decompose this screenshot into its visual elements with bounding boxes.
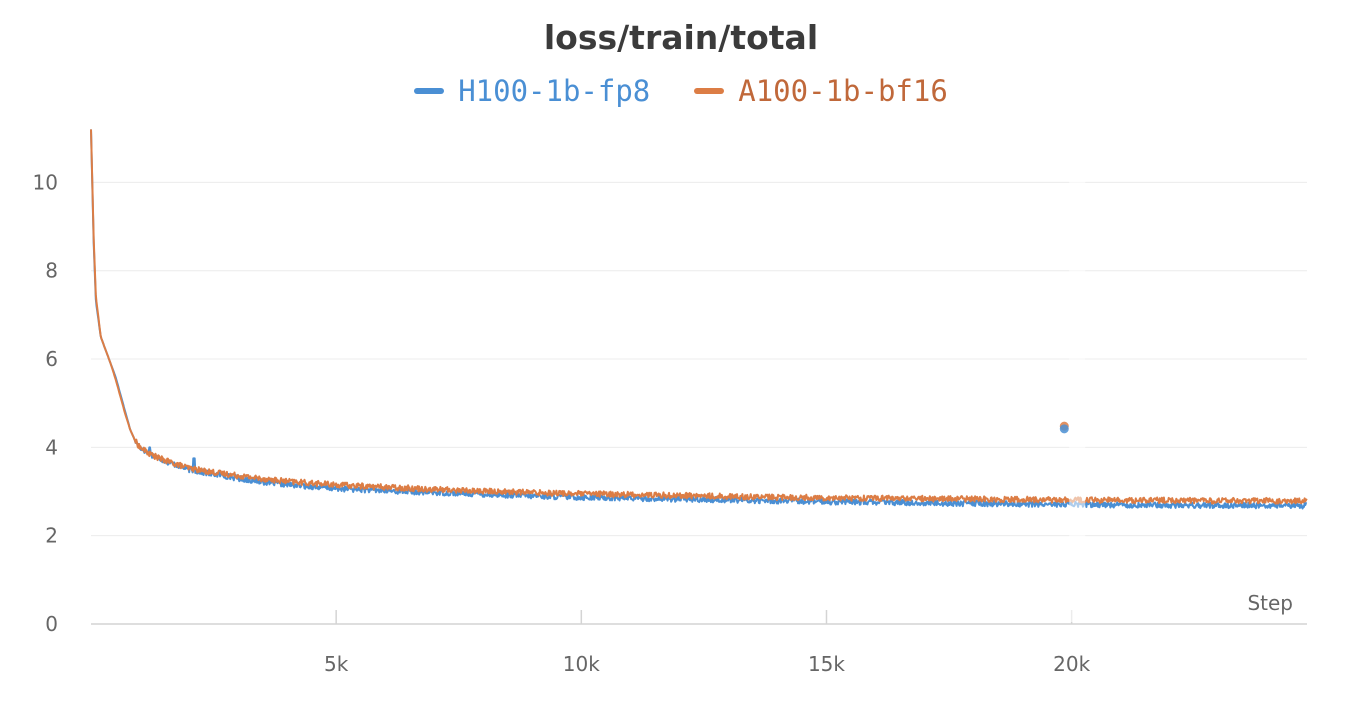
y-tick-label-8: 8 [45,259,58,283]
outlier-points [1059,421,1069,434]
x-tick-label-20000: 20k [1053,652,1090,676]
series-layer [90,125,1308,622]
x-axis: 5k 10k 15k 20k [91,610,1307,676]
legend-label-h100: H100-1b-fp8 [458,74,651,108]
series-line-a100 [90,129,1308,505]
x-tick-label-15000: 15k [808,652,845,676]
y-axis: 0 2 4 6 8 10 [33,170,58,636]
series-line-h100 [90,129,1308,510]
legend-swatch-h100 [414,88,445,94]
grid-lines [91,181,1307,537]
outlier-point-1 [1059,424,1069,434]
y-tick-label-0: 0 [45,612,58,636]
x-tick-label-5000: 5k [324,652,349,676]
legend-swatch-a100 [694,88,725,94]
y-tick-label-10: 10 [33,170,58,194]
hover-band [1069,125,1086,622]
legend-item-h100[interactable]: H100-1b-fp8 [414,74,650,108]
legend-label-a100: A100-1b-bf16 [738,74,948,108]
chart-title: loss/train/total [543,18,819,57]
x-axis-title: Step [1247,591,1293,615]
y-tick-label-4: 4 [45,435,58,459]
y-tick-label-6: 6 [45,347,58,371]
legend-item-a100[interactable]: A100-1b-bf16 [694,74,948,108]
y-tick-label-2: 2 [45,524,58,548]
legend: H100-1b-fp8 A100-1b-bf16 [0,74,1362,108]
x-tick-label-10000: 10k [563,652,600,676]
